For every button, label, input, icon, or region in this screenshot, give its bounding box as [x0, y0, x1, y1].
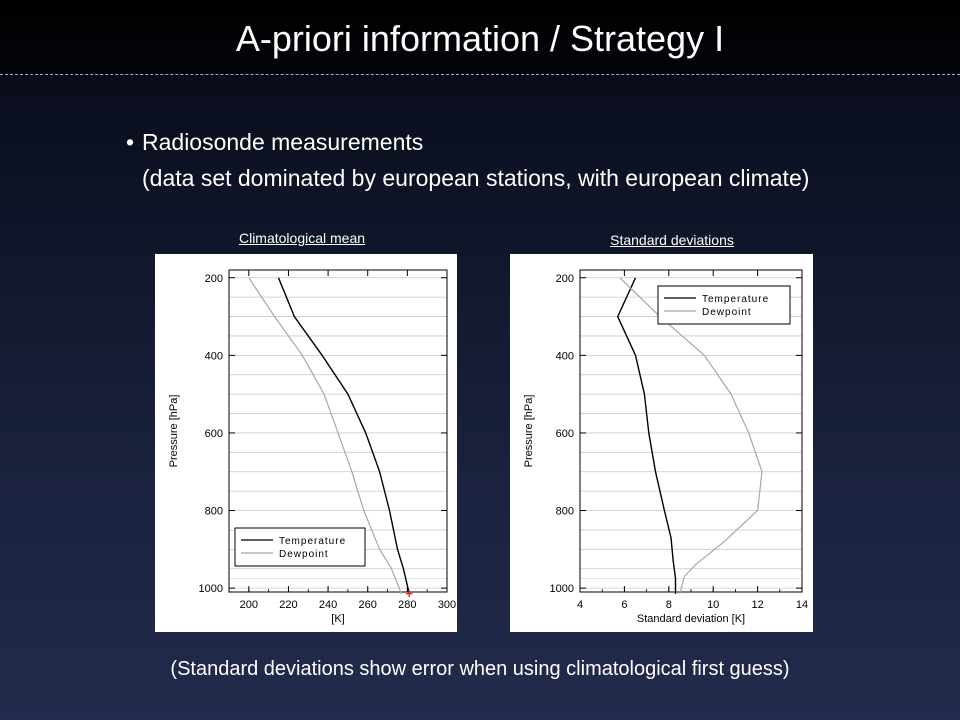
x-tick-label: 240: [319, 599, 337, 611]
y-tick-label: 800: [556, 506, 574, 518]
series-line-temperature: [277, 277, 410, 595]
plot-frame: [228, 269, 448, 593]
x-tick-label: 6: [621, 599, 627, 611]
bullet-line-1: • Radiosonde measurements: [126, 124, 809, 160]
y-tick-label: 400: [556, 350, 574, 362]
y-tick-label: 600: [205, 428, 223, 440]
series-line-temperature: [616, 277, 677, 594]
x-axis-label: Standard deviation [K]: [637, 613, 745, 625]
legend-label: Temperature: [702, 294, 769, 305]
x-tick-label: 220: [279, 599, 297, 611]
x-tick-label: 280: [398, 599, 416, 611]
title-bar: A-priori information / Strategy I: [0, 0, 960, 76]
legend-box: [234, 527, 366, 567]
y-tick-label: 800: [205, 506, 223, 518]
legend-label: Temperature: [279, 536, 346, 547]
legend-label: Dewpoint: [279, 549, 329, 560]
x-tick-label: 4: [577, 599, 583, 611]
legend-box: [657, 285, 791, 325]
y-tick-label: 600: [556, 428, 574, 440]
y-axis-label: Pressure [hPa]: [168, 395, 180, 468]
x-tick-label: 8: [666, 599, 672, 611]
x-axis-label: [K]: [331, 613, 344, 625]
chart-caption-mean: Climatological mean: [238, 230, 366, 246]
series-line-dewpoint: [248, 277, 402, 595]
climatological-mean-chart: 200 220 240 260 280 300 200 400 600 800 1000 [K] Pre…: [168, 269, 456, 625]
x-tick-label: 10: [707, 599, 719, 611]
chart-panel-mean: 200 220 240 260 280 300 200 400 600 800 1000 [K] Pre…: [155, 254, 457, 632]
x-tick-label: 300: [438, 599, 456, 611]
chart-panel-stddev: 4 6 8 10 12 14 200 400 600 800 1000 Standard deviat…: [510, 254, 813, 632]
bullet-block: • Radiosonde measurements (data set domin…: [126, 124, 809, 196]
x-tick-label: 260: [359, 599, 377, 611]
standard-deviation-chart: 4 6 8 10 12 14 200 400 600 800 1000 Standard deviat…: [523, 269, 808, 625]
y-tick-label: 200: [205, 273, 223, 285]
bullet-line-2: (data set dominated by european stations…: [142, 165, 810, 191]
title-divider: [0, 74, 960, 75]
y-tick-label: 400: [205, 350, 223, 362]
bullet-text: Radiosonde measurements: [142, 129, 424, 155]
surface-marker: +: [406, 586, 414, 601]
x-tick-label: 12: [751, 599, 763, 611]
slide-title: A-priori information / Strategy I: [235, 18, 725, 59]
y-tick-label: 200: [556, 273, 574, 285]
x-tick-label: 200: [240, 599, 258, 611]
x-tick-label: 14: [796, 599, 808, 611]
y-tick-label: 1000: [199, 583, 223, 595]
series-line-dewpoint: [619, 277, 763, 595]
y-axis-label: Pressure [hPa]: [523, 395, 535, 468]
y-tick-label: 1000: [550, 583, 574, 595]
chart-caption-stddev: Standard deviations: [610, 232, 734, 248]
footer-note: (Standard deviations show error when usi…: [170, 658, 790, 680]
legend-label: Dewpoint: [702, 307, 752, 318]
bullet-marker: •: [126, 129, 135, 155]
